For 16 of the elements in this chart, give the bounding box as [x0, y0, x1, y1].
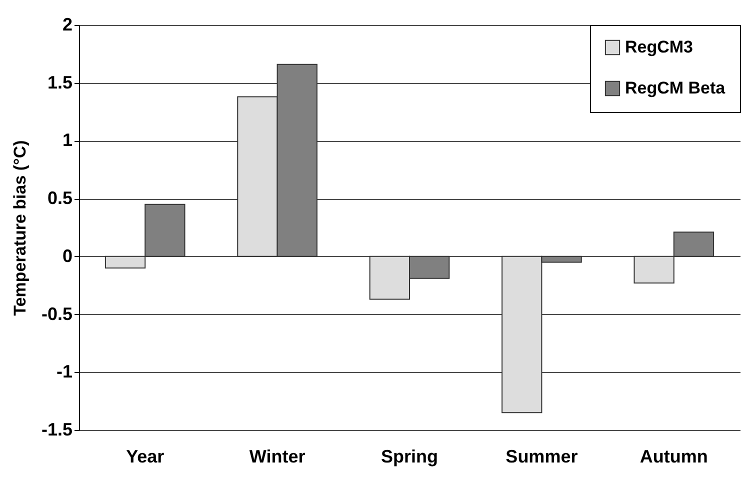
legend-label: RegCM Beta: [625, 78, 726, 98]
y-tick-label: 1.5: [47, 72, 72, 92]
x-tick-label: Spring: [381, 446, 438, 466]
x-tick-label: Winter: [249, 446, 306, 466]
legend-label: RegCM3: [625, 38, 694, 56]
y-tick-label: 0: [62, 246, 72, 266]
y-tick-label: -1.5: [41, 420, 72, 440]
x-tick-label: Summer: [506, 446, 578, 466]
x-tick-label: Autumn: [640, 446, 708, 466]
x-tick-label: Year: [126, 446, 164, 466]
y-axis-title: Temperature bias (°C): [10, 140, 30, 316]
y-tick-label: 0.5: [47, 188, 72, 208]
y-tick-label: -1: [56, 362, 72, 382]
y-tick-label: -0.5: [41, 304, 72, 324]
y-tick-label: 1: [62, 130, 72, 150]
y-tick-label: 2: [62, 14, 72, 34]
